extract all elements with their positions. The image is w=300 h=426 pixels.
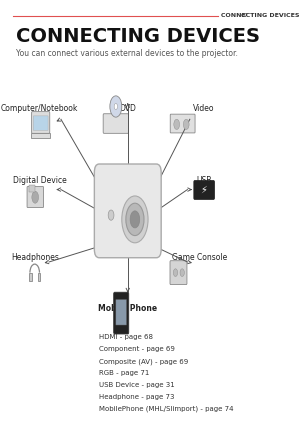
- Text: 67: 67: [240, 13, 248, 18]
- FancyBboxPatch shape: [194, 181, 214, 199]
- FancyBboxPatch shape: [170, 114, 195, 133]
- Bar: [31, 133, 50, 138]
- Text: Video: Video: [194, 104, 215, 113]
- Circle shape: [114, 104, 118, 109]
- FancyBboxPatch shape: [114, 292, 129, 334]
- Circle shape: [110, 96, 122, 117]
- Circle shape: [108, 210, 114, 220]
- Text: CONNECTING DEVICES: CONNECTING DEVICES: [221, 13, 299, 18]
- Text: Game Console: Game Console: [172, 253, 227, 262]
- FancyBboxPatch shape: [103, 114, 128, 133]
- Text: USB: USB: [196, 176, 212, 185]
- Circle shape: [183, 119, 189, 130]
- Text: Component - page 69: Component - page 69: [99, 346, 175, 352]
- Text: MobilePhone (MHL/Slimport) - page 74: MobilePhone (MHL/Slimport) - page 74: [99, 406, 234, 412]
- FancyBboxPatch shape: [27, 187, 44, 207]
- Circle shape: [174, 119, 179, 130]
- Bar: [29, 273, 32, 281]
- Bar: [29, 185, 35, 192]
- Text: USB Device - page 31: USB Device - page 31: [99, 382, 175, 388]
- FancyBboxPatch shape: [170, 261, 187, 285]
- Text: Digital Device: Digital Device: [13, 176, 66, 185]
- FancyBboxPatch shape: [33, 116, 48, 130]
- Text: Headphones: Headphones: [11, 253, 58, 262]
- Text: Composite (AV) - page 69: Composite (AV) - page 69: [99, 358, 188, 365]
- Text: Headphone - page 73: Headphone - page 73: [99, 394, 175, 400]
- FancyBboxPatch shape: [116, 299, 127, 325]
- Text: Mobile Phone: Mobile Phone: [98, 304, 157, 313]
- Text: HDMI - page 68: HDMI - page 68: [99, 334, 153, 340]
- FancyBboxPatch shape: [94, 164, 161, 258]
- Bar: [38, 273, 40, 281]
- Circle shape: [130, 211, 140, 228]
- Circle shape: [32, 191, 38, 203]
- Text: DVD: DVD: [119, 104, 136, 113]
- Text: Computer/Notebook: Computer/Notebook: [1, 104, 78, 113]
- FancyBboxPatch shape: [32, 112, 50, 133]
- Circle shape: [126, 203, 144, 236]
- Text: You can connect various external devices to the projector.: You can connect various external devices…: [16, 49, 238, 58]
- Text: ⚡: ⚡: [201, 185, 208, 195]
- Text: CONNECTING DEVICES: CONNECTING DEVICES: [16, 27, 260, 46]
- Circle shape: [173, 269, 178, 276]
- Circle shape: [122, 196, 148, 243]
- Text: RGB - page 71: RGB - page 71: [99, 370, 149, 376]
- Circle shape: [180, 269, 184, 276]
